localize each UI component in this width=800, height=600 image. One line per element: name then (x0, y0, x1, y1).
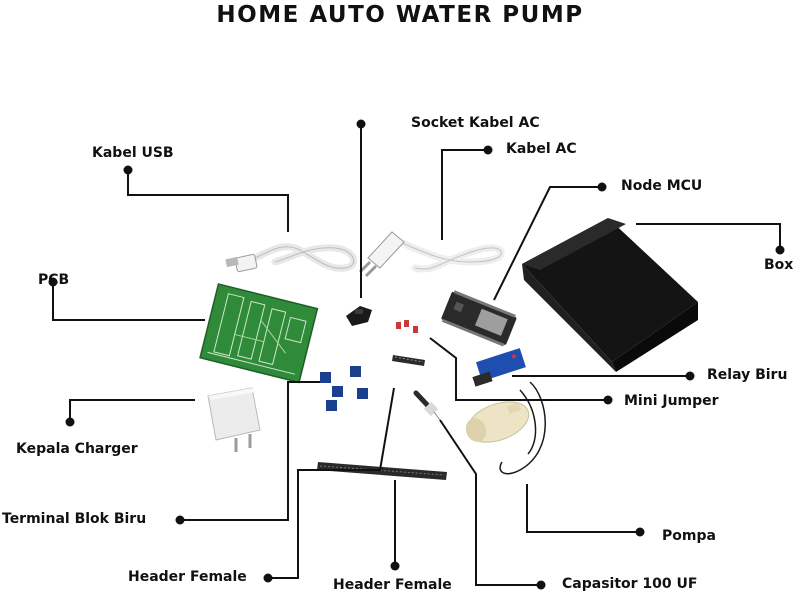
usb-cable-image (225, 243, 358, 273)
label-terminal-blok-biru: Terminal Blok Biru (2, 511, 147, 527)
socket-ac-image (346, 306, 372, 326)
long-header-image (317, 462, 447, 480)
ac-cable-image (358, 231, 505, 278)
leader-lines (52, 124, 781, 586)
capacitor-image (413, 390, 441, 421)
label-socket-kabel-ac: Socket Kabel AC (411, 115, 540, 131)
enclosure-box-image (522, 218, 698, 372)
leader-dots (48, 119, 785, 590)
label-header-female-left: Header Female (128, 569, 247, 585)
label-kabel-ac: Kabel AC (506, 141, 577, 157)
small-header-image (392, 355, 425, 366)
label-kabel-usb: Kabel USB (92, 145, 174, 161)
mini-jumper-image (396, 320, 418, 333)
label-pcb: PCB (38, 272, 70, 288)
terminal-block-image (320, 366, 368, 411)
charger-image (207, 387, 261, 452)
label-capasitor: Capasitor 100 UF (562, 576, 698, 592)
label-relay-biru: Relay Biru (707, 367, 788, 383)
label-kepala-charger: Kepala Charger (16, 441, 138, 457)
label-box: Box (764, 257, 794, 273)
relay-image (472, 348, 526, 387)
label-mini-jumper: Mini Jumper (624, 393, 719, 409)
label-pompa: Pompa (662, 528, 716, 544)
node-mcu-image (441, 290, 517, 347)
label-node-mcu: Node MCU (621, 178, 703, 194)
label-header-female-center: Header Female (333, 577, 452, 593)
diagram-title: HOME AUTO WATER PUMP (216, 2, 584, 28)
pump-image (465, 381, 546, 475)
pcb-image (199, 283, 319, 384)
